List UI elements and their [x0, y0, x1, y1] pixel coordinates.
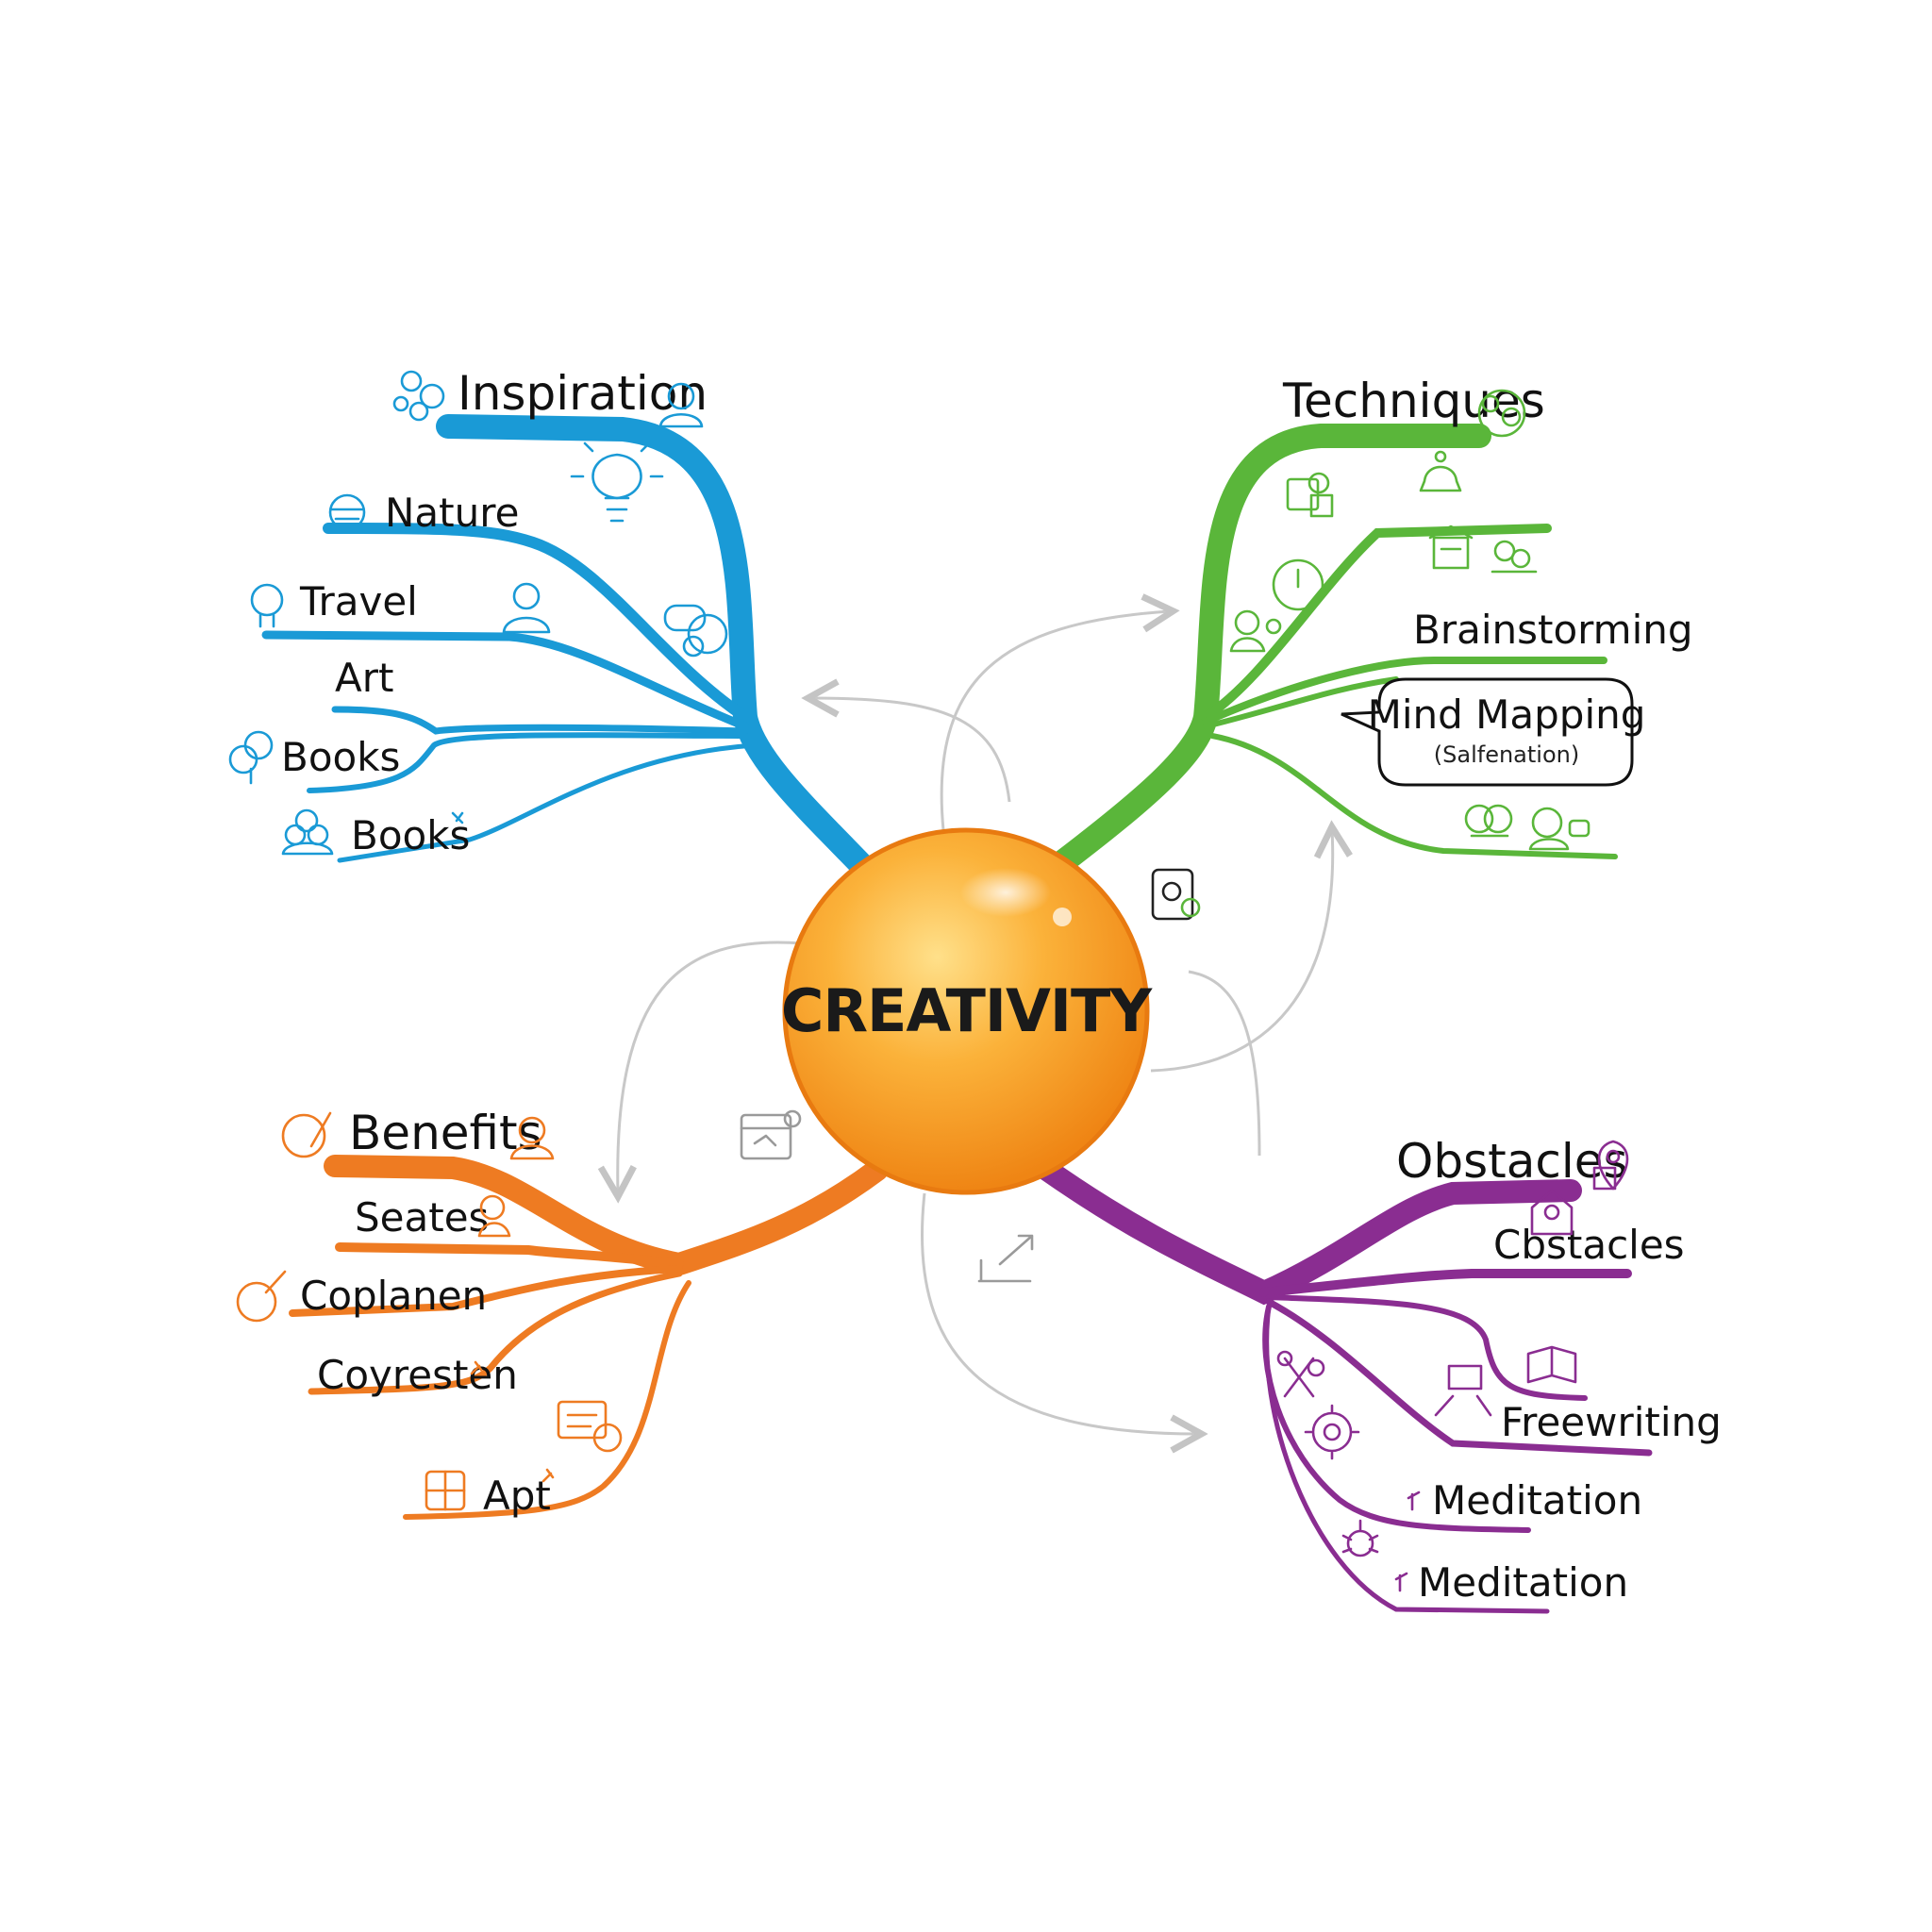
molecule-icon — [392, 370, 445, 422]
person-icon — [502, 582, 551, 634]
graduate-icon — [1229, 609, 1282, 653]
obstacles-item-cbstacles: Cbstacles — [1493, 1222, 1685, 1268]
inspiration-item-travel: Travel — [299, 578, 418, 625]
film-reel-icon — [1464, 804, 1513, 838]
branch-line — [403, 1280, 691, 1520]
branch-line — [1203, 676, 1399, 729]
benefits-item-coplanen: Coplanen — [300, 1273, 487, 1319]
expand-arrow-icon — [977, 1234, 1034, 1283]
connector-arrow — [1188, 970, 1261, 1157]
branch-trunk — [1049, 424, 1491, 875]
branch-line — [307, 732, 748, 793]
branch-line — [335, 1242, 684, 1269]
sparkle-icon — [541, 1468, 555, 1483]
palette-icon — [281, 1111, 332, 1158]
gear-icon — [1304, 1404, 1360, 1460]
bug-icon — [1341, 1519, 1379, 1557]
connector-arrow — [940, 611, 1170, 831]
branch-line — [1264, 1304, 1550, 1614]
location-pin-icon — [1592, 1140, 1629, 1191]
connector-arrows — [618, 611, 1333, 1434]
branch-line — [1259, 1269, 1632, 1297]
callout-title: Mind Mapping — [1368, 691, 1646, 738]
sparkle-icon — [451, 811, 464, 824]
open-book-icon — [1526, 1345, 1577, 1384]
inspiration-item-art: Art — [335, 655, 393, 701]
central-node-label: CREATIVITY — [781, 976, 1153, 1045]
group-icon — [1491, 540, 1538, 574]
branch-line — [1265, 1298, 1653, 1457]
chat-bubbles-icon — [663, 604, 728, 658]
branch-line — [337, 742, 758, 863]
bell-icon — [1419, 450, 1462, 492]
connector-arrow — [811, 698, 1011, 803]
techniques-item-brainstorming: Brainstorming — [1413, 607, 1693, 653]
painter-icon — [236, 1270, 287, 1323]
sparkle-icon — [1394, 1572, 1408, 1592]
branch-line — [331, 706, 749, 735]
person-icon — [658, 382, 704, 428]
benefits-item-coyresten: Coyresten — [317, 1352, 518, 1398]
connector-arrow — [618, 941, 803, 1193]
branch-line — [289, 1265, 683, 1317]
branch-line — [323, 523, 751, 723]
branch-techniques: Techniques Brainstorming Mind Mapping (S… — [1049, 374, 1693, 875]
sparkle-icon — [470, 1360, 483, 1375]
benefits-item-seates: Seates — [355, 1194, 489, 1241]
branch-title-obstacles: Obstacles — [1396, 1134, 1628, 1189]
branch-title-inspiration: Inspiration — [458, 366, 708, 421]
house-icon — [1530, 1189, 1574, 1236]
lightbulb-icon — [570, 428, 664, 523]
connector-arrow — [1150, 830, 1333, 1073]
branch-title-techniques: Techniques — [1282, 374, 1545, 428]
obstacles-item-meditation: Meditation — [1432, 1477, 1642, 1524]
thinker-icon — [477, 1194, 511, 1238]
branch-line — [1266, 1294, 1588, 1401]
callout-subtitle: (Salfenation) — [1434, 741, 1579, 768]
clipboard-icon — [557, 1400, 623, 1453]
branch-line — [261, 630, 750, 731]
branch-inspiration: Inspiration Nature Travel Art Books Book… — [228, 366, 899, 904]
mind-mapping-callout: Mind Mapping (Salfenation) — [1341, 677, 1646, 787]
inspiration-item-books-2: Books — [351, 812, 470, 858]
orb-highlight — [960, 868, 1051, 917]
globe-face-icon — [328, 493, 366, 531]
connector-arrow — [920, 1192, 1198, 1434]
sparkle-icon — [1407, 1491, 1421, 1511]
obstacles-item-meditation-2: Meditation — [1418, 1559, 1628, 1606]
person-speech-icon — [1528, 807, 1591, 851]
branch-title-benefits: Benefits — [349, 1106, 542, 1160]
tools-icon — [1276, 1350, 1325, 1398]
power-icon — [1272, 558, 1324, 611]
presenter-icon — [1286, 472, 1334, 518]
inspiration-item-nature: Nature — [385, 490, 519, 536]
branch-obstacles: Obstacles Cbstacles Freewriting Meditati… — [1036, 1134, 1722, 1614]
inspiration-item-books: Books — [281, 734, 400, 780]
building-icon — [1428, 525, 1474, 570]
branch-trunk — [436, 414, 899, 904]
team-icon — [281, 808, 334, 856]
branch-benefits: Benefits Seates Coplanen Coyresten Apt — [236, 1106, 889, 1520]
easel-icon — [1434, 1364, 1492, 1417]
benefits-item-apt: Apt — [483, 1473, 551, 1519]
branch-line — [1209, 733, 1618, 859]
person-icon — [509, 1116, 555, 1160]
grid-icon — [425, 1470, 466, 1511]
gears-cluster-icon — [1477, 389, 1526, 438]
branch-line — [308, 1270, 683, 1395]
document-search-icon — [1151, 868, 1201, 921]
tree-icon — [228, 730, 274, 785]
branch-line — [1201, 524, 1552, 722]
branch-line — [1202, 657, 1607, 725]
central-node: CREATIVITY — [781, 827, 1154, 1195]
chart-card-icon — [740, 1109, 802, 1160]
head-icon — [250, 583, 284, 628]
obstacles-item-freewriting: Freewriting — [1501, 1399, 1722, 1445]
